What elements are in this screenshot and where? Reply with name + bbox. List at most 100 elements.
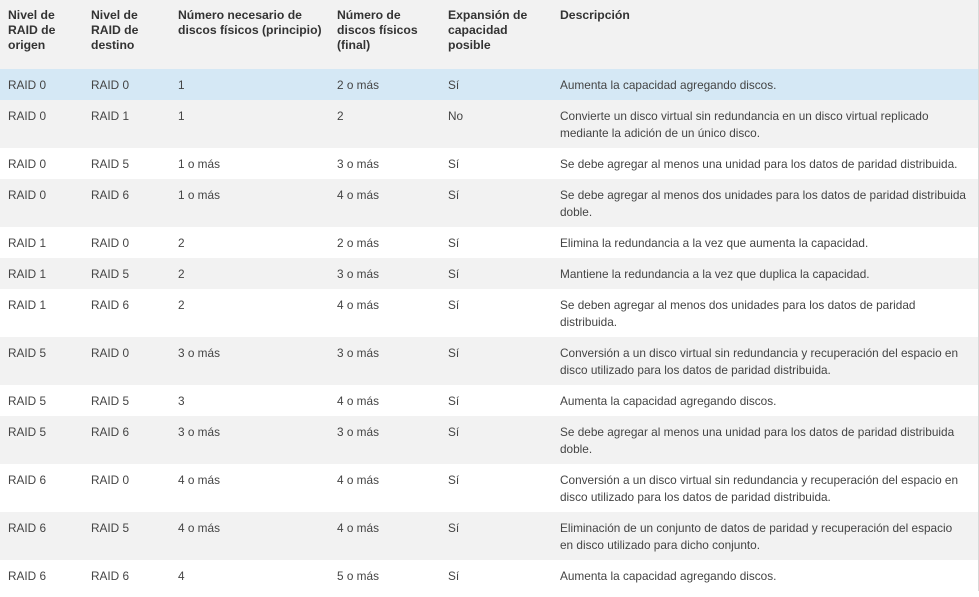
header-disks-end[interactable]: Número de discos físicos (final) [329, 0, 440, 69]
table-row[interactable]: RAID 6 RAID 5 4 o más 4 o más Sí Elimina… [0, 512, 978, 560]
table-row[interactable]: RAID 0 RAID 0 1 2 o más Sí Aumenta la ca… [0, 69, 978, 100]
table-row[interactable]: RAID 0 RAID 5 1 o más 3 o más Sí Se debe… [0, 148, 978, 179]
cell-target-level: RAID 0 [83, 227, 170, 258]
cell-disks-start: 4 o más [170, 512, 329, 560]
cell-source-level: RAID 5 [0, 337, 83, 385]
cell-source-level: RAID 0 [0, 100, 83, 148]
cell-disks-end: 3 o más [329, 337, 440, 385]
cell-expansion: Sí [440, 560, 552, 591]
cell-disks-start: 4 o más [170, 464, 329, 512]
cell-disks-start: 1 [170, 100, 329, 148]
cell-description: Aumenta la capacidad agregando discos. [552, 69, 978, 100]
cell-disks-start: 3 [170, 385, 329, 416]
cell-disks-end: 4 o más [329, 289, 440, 337]
cell-source-level: RAID 1 [0, 289, 83, 337]
cell-expansion: Sí [440, 227, 552, 258]
cell-target-level: RAID 0 [83, 337, 170, 385]
header-disks-required-start[interactable]: Número necesario de discos físicos (prin… [170, 0, 329, 69]
cell-description: Elimina la redundancia a la vez que aume… [552, 227, 978, 258]
cell-source-level: RAID 0 [0, 69, 83, 100]
cell-source-level: RAID 0 [0, 148, 83, 179]
table-row[interactable]: RAID 1 RAID 5 2 3 o más Sí Mantiene la r… [0, 258, 978, 289]
header-capacity-expansion[interactable]: Expansión de capacidad posible [440, 0, 552, 69]
cell-description: Aumenta la capacidad agregando discos. [552, 560, 978, 591]
header-description[interactable]: Descripción [552, 0, 978, 69]
table-row[interactable]: RAID 6 RAID 6 4 5 o más Sí Aumenta la ca… [0, 560, 978, 591]
cell-description: Convierte un disco virtual sin redundanc… [552, 100, 978, 148]
cell-expansion: Sí [440, 69, 552, 100]
cell-disks-end: 3 o más [329, 416, 440, 464]
cell-source-level: RAID 5 [0, 416, 83, 464]
table-row[interactable]: RAID 1 RAID 0 2 2 o más Sí Elimina la re… [0, 227, 978, 258]
cell-expansion: Sí [440, 179, 552, 227]
cell-disks-start: 1 o más [170, 148, 329, 179]
cell-source-level: RAID 6 [0, 464, 83, 512]
table-header: Nivel de RAID de origen Nivel de RAID de… [0, 0, 978, 69]
table-row[interactable]: RAID 5 RAID 6 3 o más 3 o más Sí Se debe… [0, 416, 978, 464]
cell-target-level: RAID 0 [83, 69, 170, 100]
cell-target-level: RAID 0 [83, 464, 170, 512]
cell-disks-end: 4 o más [329, 464, 440, 512]
cell-target-level: RAID 5 [83, 385, 170, 416]
cell-description: Eliminación de un conjunto de datos de p… [552, 512, 978, 560]
cell-disks-start: 2 [170, 227, 329, 258]
table-row[interactable]: RAID 1 RAID 6 2 4 o más Sí Se deben agre… [0, 289, 978, 337]
cell-expansion: No [440, 100, 552, 148]
cell-target-level: RAID 6 [83, 560, 170, 591]
table-row[interactable]: RAID 5 RAID 5 3 4 o más Sí Aumenta la ca… [0, 385, 978, 416]
cell-expansion: Sí [440, 258, 552, 289]
cell-source-level: RAID 5 [0, 385, 83, 416]
cell-target-level: RAID 1 [83, 100, 170, 148]
cell-source-level: RAID 6 [0, 560, 83, 591]
cell-disks-start: 3 o más [170, 416, 329, 464]
cell-disks-end: 4 o más [329, 512, 440, 560]
cell-target-level: RAID 5 [83, 512, 170, 560]
cell-description: Conversión a un disco virtual sin redund… [552, 337, 978, 385]
cell-expansion: Sí [440, 337, 552, 385]
cell-disks-end: 3 o más [329, 148, 440, 179]
cell-source-level: RAID 0 [0, 179, 83, 227]
cell-disks-start: 3 o más [170, 337, 329, 385]
cell-expansion: Sí [440, 464, 552, 512]
cell-disks-end: 3 o más [329, 258, 440, 289]
cell-description: Conversión a un disco virtual sin redund… [552, 464, 978, 512]
cell-expansion: Sí [440, 416, 552, 464]
table-body: RAID 0 RAID 0 1 2 o más Sí Aumenta la ca… [0, 69, 978, 591]
cell-expansion: Sí [440, 385, 552, 416]
cell-description: Se debe agregar al menos dos unidades pa… [552, 179, 978, 227]
cell-source-level: RAID 6 [0, 512, 83, 560]
cell-disks-start: 1 o más [170, 179, 329, 227]
cell-disks-end: 5 o más [329, 560, 440, 591]
cell-disks-end: 2 [329, 100, 440, 148]
cell-target-level: RAID 6 [83, 416, 170, 464]
cell-target-level: RAID 6 [83, 179, 170, 227]
cell-disks-start: 2 [170, 258, 329, 289]
cell-description: Mantiene la redundancia a la vez que dup… [552, 258, 978, 289]
cell-disks-end: 2 o más [329, 227, 440, 258]
cell-target-level: RAID 5 [83, 148, 170, 179]
cell-description: Se debe agregar al menos una unidad para… [552, 148, 978, 179]
header-source-raid-level[interactable]: Nivel de RAID de origen [0, 0, 83, 69]
cell-source-level: RAID 1 [0, 227, 83, 258]
cell-disks-end: 4 o más [329, 385, 440, 416]
table-row[interactable]: RAID 6 RAID 0 4 o más 4 o más Sí Convers… [0, 464, 978, 512]
table-row[interactable]: RAID 0 RAID 6 1 o más 4 o más Sí Se debe… [0, 179, 978, 227]
cell-target-level: RAID 6 [83, 289, 170, 337]
header-target-raid-level[interactable]: Nivel de RAID de destino [83, 0, 170, 69]
header-row: Nivel de RAID de origen Nivel de RAID de… [0, 0, 978, 69]
cell-expansion: Sí [440, 148, 552, 179]
cell-disks-end: 2 o más [329, 69, 440, 100]
cell-disks-end: 4 o más [329, 179, 440, 227]
cell-expansion: Sí [440, 512, 552, 560]
cell-target-level: RAID 5 [83, 258, 170, 289]
cell-disks-start: 1 [170, 69, 329, 100]
cell-description: Aumenta la capacidad agregando discos. [552, 385, 978, 416]
table-row[interactable]: RAID 0 RAID 1 1 2 No Convierte un disco … [0, 100, 978, 148]
cell-description: Se deben agregar al menos dos unidades p… [552, 289, 978, 337]
cell-disks-start: 2 [170, 289, 329, 337]
table-row[interactable]: RAID 5 RAID 0 3 o más 3 o más Sí Convers… [0, 337, 978, 385]
cell-disks-start: 4 [170, 560, 329, 591]
cell-expansion: Sí [440, 289, 552, 337]
